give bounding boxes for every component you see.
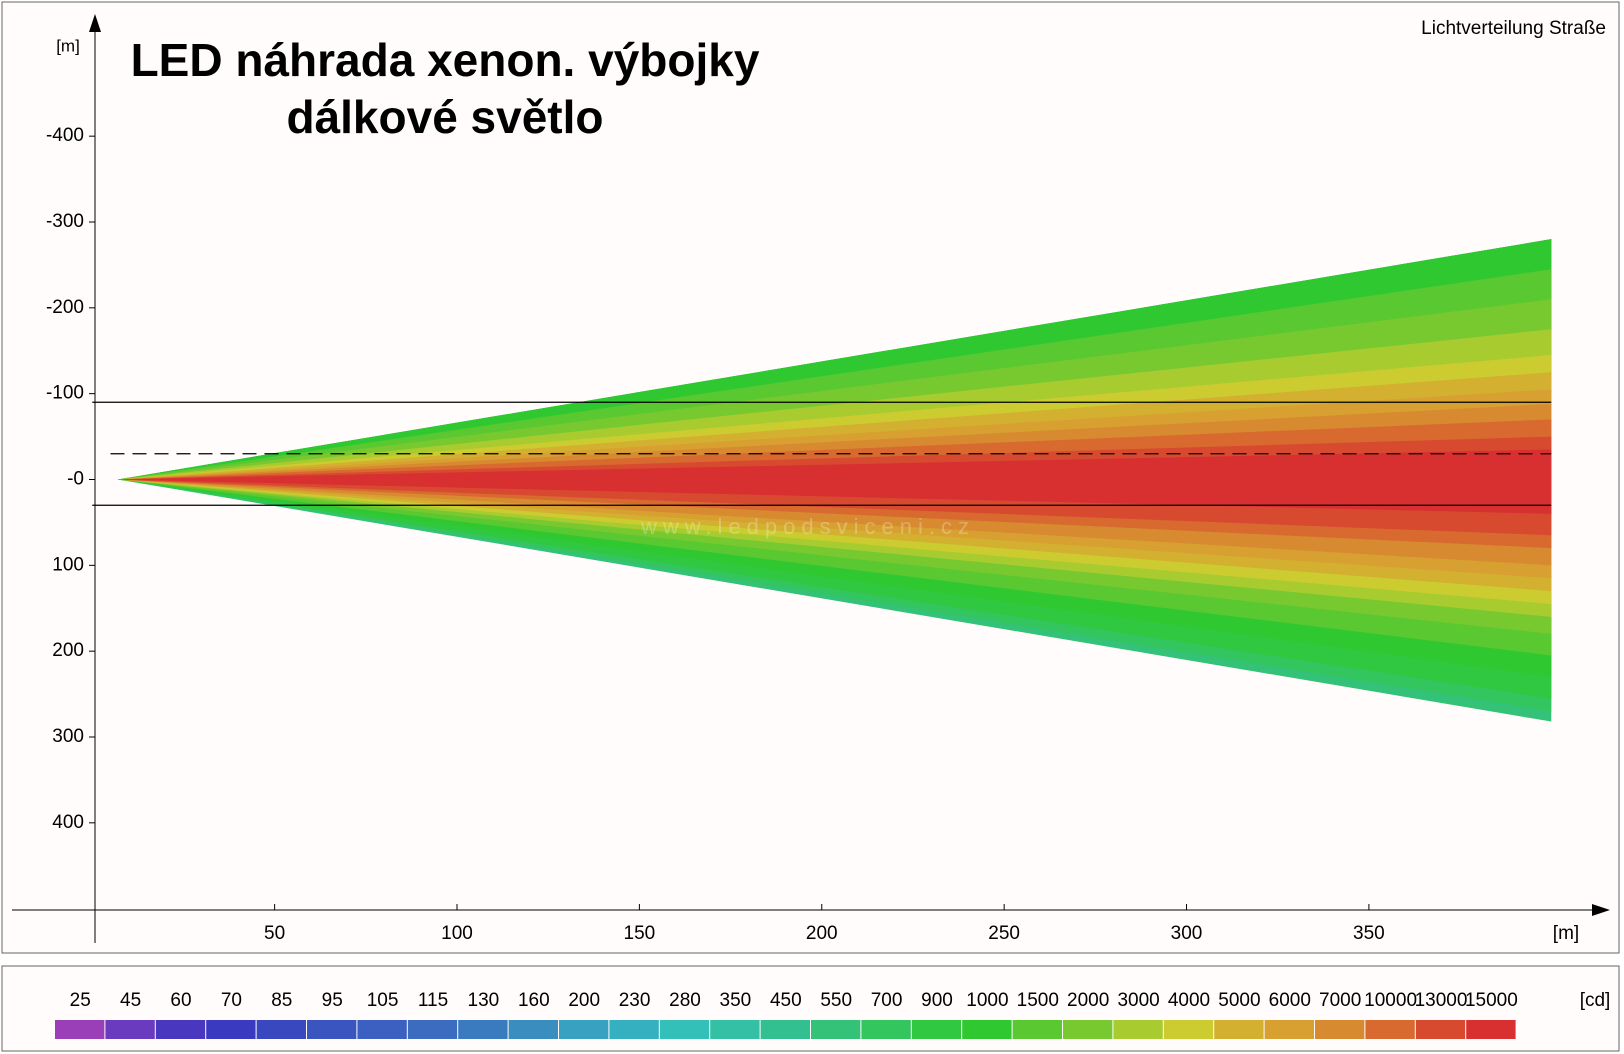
x-tick-label: 350	[1353, 923, 1385, 944]
y-tick-label: 100	[52, 554, 84, 575]
x-tick-label: 250	[988, 923, 1020, 944]
legend-swatch	[1466, 1020, 1516, 1039]
legend-swatch	[256, 1020, 306, 1039]
legend-label: 6000	[1269, 990, 1311, 1011]
legend-label: 15000	[1465, 990, 1518, 1011]
legend-label: 4000	[1168, 990, 1210, 1011]
legend-swatch	[357, 1020, 407, 1039]
legend-swatch	[559, 1020, 609, 1039]
legend-label: 160	[518, 990, 550, 1011]
legend-label: 1000	[966, 990, 1008, 1011]
legend-swatch	[1163, 1020, 1214, 1039]
legend-label: 130	[468, 990, 500, 1011]
x-tick-label: 100	[441, 923, 473, 944]
legend-swatch	[1415, 1020, 1466, 1039]
legend-label: 1500	[1017, 990, 1059, 1011]
legend-label: 200	[568, 990, 600, 1011]
legend-unit: [cd]	[1580, 990, 1611, 1011]
legend-label: 10000	[1364, 990, 1417, 1011]
legend-label: 60	[170, 990, 191, 1011]
x-tick-label: 50	[264, 923, 285, 944]
legend-label: 280	[669, 990, 701, 1011]
legend-swatch	[962, 1020, 1012, 1039]
x-tick-label: 300	[1171, 923, 1203, 944]
legend-swatch	[105, 1020, 155, 1039]
plot-area: www.ledpodsviceni.cz	[92, 239, 1552, 722]
legend-swatch	[407, 1020, 458, 1039]
legend-swatch	[206, 1020, 256, 1039]
legend-label: 45	[120, 990, 141, 1011]
y-tick-label: -100	[46, 383, 84, 404]
legend-label: 3000	[1117, 990, 1159, 1011]
y-tick-label: -400	[46, 125, 84, 146]
y-axis-arrow	[89, 14, 101, 32]
legend-label: 25	[70, 990, 91, 1011]
legend-swatch	[1012, 1020, 1062, 1039]
legend-swatch	[307, 1020, 357, 1039]
legend-label: 230	[619, 990, 651, 1011]
legend-label: 900	[921, 990, 953, 1011]
y-tick-label: 300	[52, 726, 84, 747]
legend-swatch	[609, 1020, 659, 1039]
legend-swatch	[1214, 1020, 1264, 1039]
x-tick-label: 150	[624, 923, 656, 944]
legend-label: 350	[720, 990, 752, 1011]
title-line: LED náhrada xenon. výbojky	[131, 34, 760, 86]
corner-label: Lichtverteilung Straße	[1421, 18, 1606, 39]
legend-label: 450	[770, 990, 802, 1011]
legend-swatch	[55, 1020, 105, 1039]
legend-label: 2000	[1067, 990, 1109, 1011]
watermark: www.ledpodsviceni.cz	[640, 514, 975, 539]
legend-label: 13000	[1415, 990, 1468, 1011]
y-tick-label: 400	[52, 812, 84, 833]
legend-swatch	[1315, 1020, 1365, 1039]
y-tick-label: -300	[46, 211, 84, 232]
legend-label: 550	[820, 990, 852, 1011]
x-axis-arrow	[1592, 904, 1610, 916]
y-unit: [m]	[56, 36, 80, 55]
x-tick-label: 200	[806, 923, 838, 944]
legend-swatch	[911, 1020, 962, 1039]
legend-swatch	[1113, 1020, 1163, 1039]
legend-label: 70	[221, 990, 242, 1011]
legend-swatch	[155, 1020, 206, 1039]
legend-label: 115	[418, 990, 448, 1011]
legend-swatch	[659, 1020, 710, 1039]
legend-label: 105	[367, 990, 399, 1011]
legend-label: 5000	[1218, 990, 1260, 1011]
beam-contour	[117, 449, 1552, 514]
y-tick-label: -200	[46, 297, 84, 318]
legend-swatch	[811, 1020, 861, 1039]
legend-label: 700	[871, 990, 903, 1011]
y-tick-label: 200	[52, 640, 84, 661]
legend-swatch	[710, 1020, 760, 1039]
title-line: dálkové světlo	[286, 91, 603, 143]
legend-swatch	[458, 1020, 508, 1039]
legend-label: 95	[322, 990, 343, 1011]
legend-swatch	[861, 1020, 911, 1039]
legend-label: 7000	[1319, 990, 1361, 1011]
legend-swatch	[508, 1020, 558, 1039]
y-tick-label: -0	[67, 469, 84, 490]
legend-swatch	[1063, 1020, 1113, 1039]
legend-swatch	[1365, 1020, 1415, 1039]
x-unit: [m]	[1553, 923, 1579, 944]
legend-swatch	[760, 1020, 810, 1039]
legend-swatch	[1264, 1020, 1314, 1039]
legend-label: 85	[271, 990, 292, 1011]
